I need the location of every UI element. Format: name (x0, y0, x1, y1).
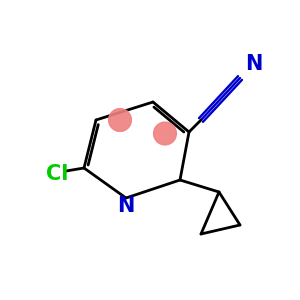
Text: Cl: Cl (46, 164, 68, 184)
Circle shape (109, 109, 131, 131)
Text: N: N (245, 55, 262, 74)
Circle shape (154, 122, 176, 145)
Text: N: N (117, 196, 135, 215)
